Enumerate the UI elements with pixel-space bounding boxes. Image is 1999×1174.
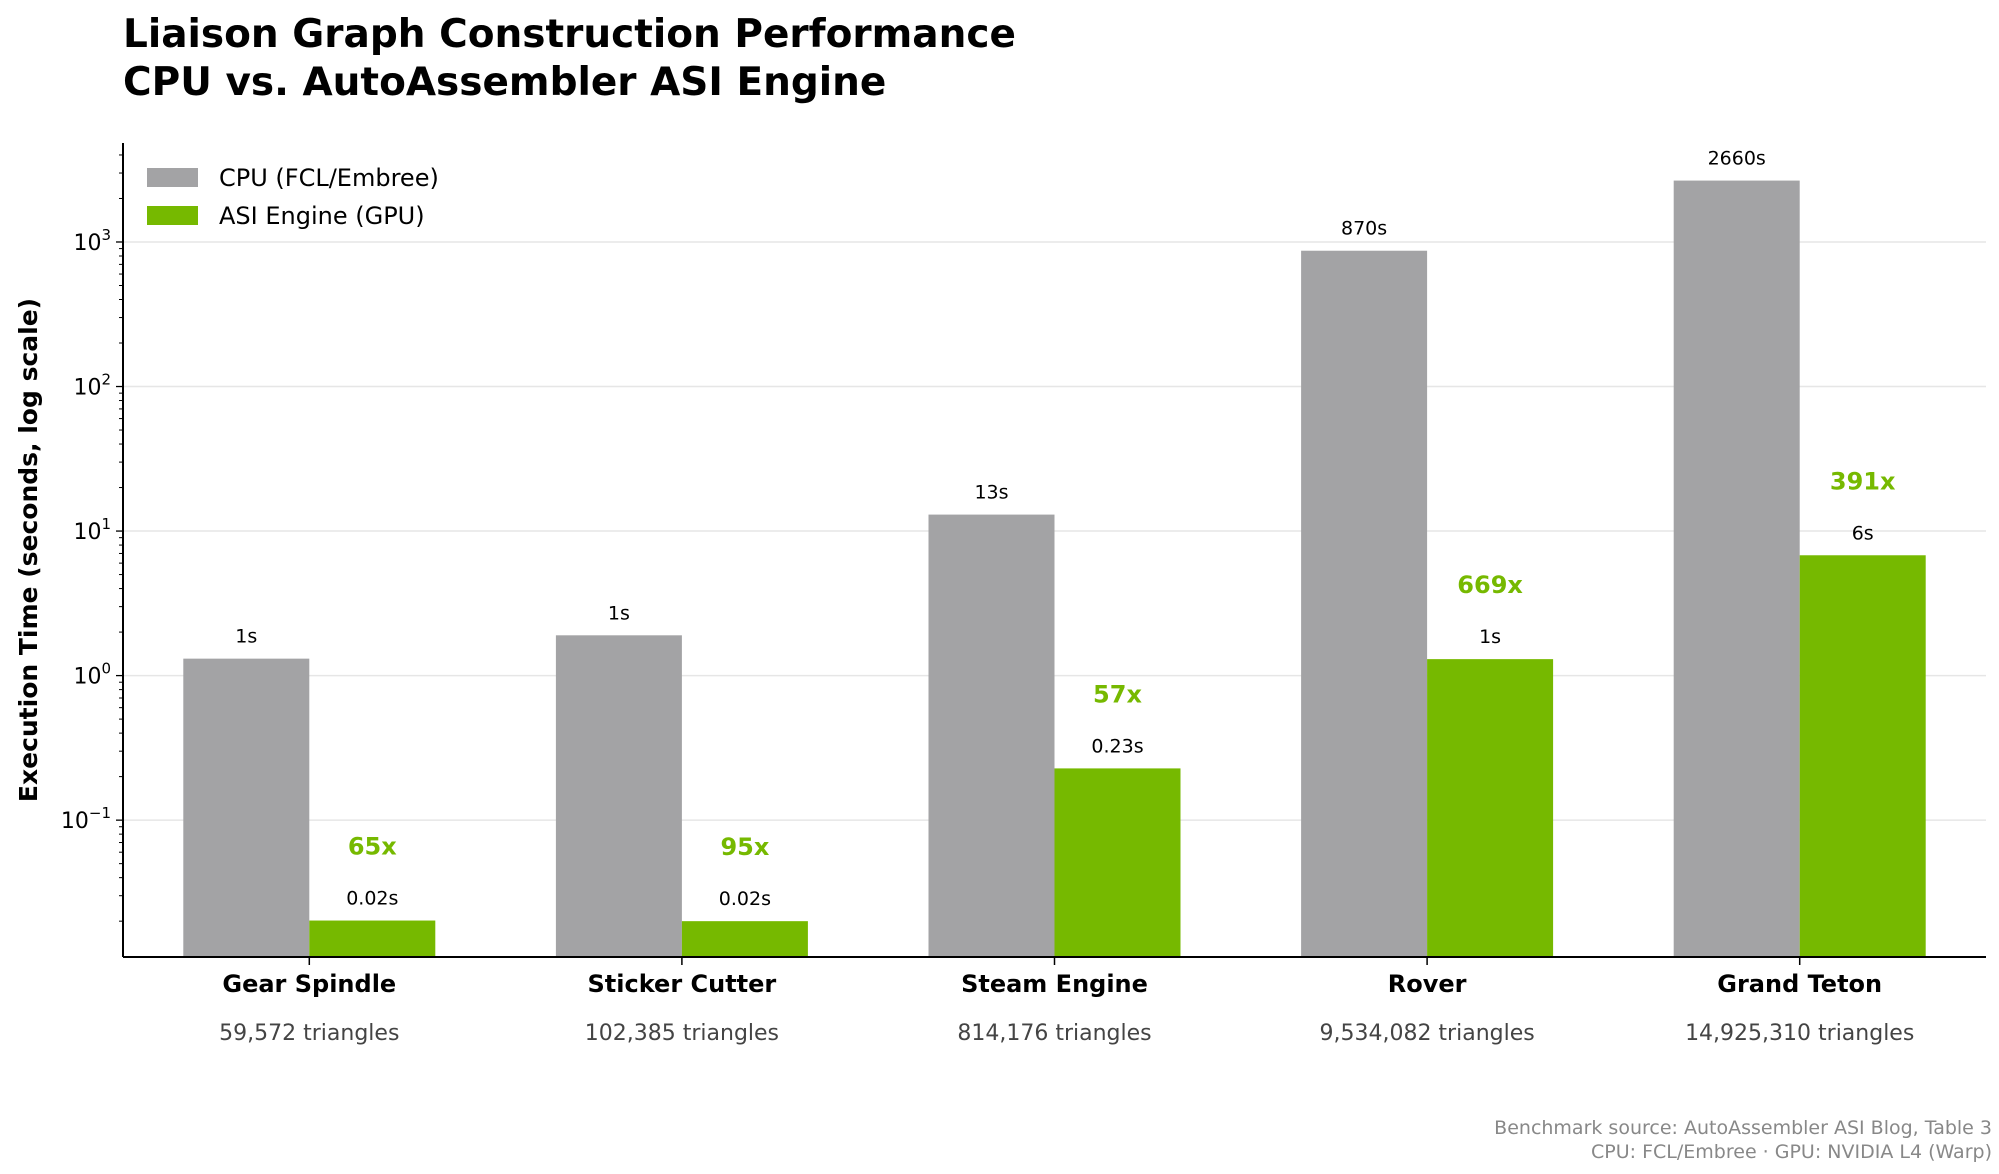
bar-cpu (1673, 180, 1800, 957)
bar-value-label: 0.23s (1091, 735, 1143, 757)
bar-value-label: 1s (235, 626, 257, 648)
legend: CPU (FCL/Embree) ASI Engine (GPU) (147, 164, 439, 230)
bar-gpu (1427, 659, 1554, 957)
footnote-hardware: CPU: FCL/Embree · GPU: NVIDIA L4 (Warp) (1591, 1141, 1992, 1163)
x-tick-label: Rover (1388, 970, 1467, 998)
x-tick-label: Grand Teton (1717, 970, 1882, 998)
speedup-label: 57x (1093, 680, 1142, 708)
legend-label-cpu: CPU (FCL/Embree) (219, 164, 439, 192)
bar-value-label: 0.02s (346, 888, 398, 910)
y-tick-label: 103 (73, 226, 111, 256)
speedup-label: 95x (720, 833, 769, 861)
bar-value-label: 0.02s (719, 888, 771, 910)
x-tick-label: Sticker Cutter (588, 970, 777, 998)
legend-label-gpu: ASI Engine (GPU) (219, 202, 425, 230)
bar-value-label: 870s (1341, 218, 1387, 240)
bar-cpu (555, 635, 682, 957)
chart-title-line-2: CPU vs. AutoAssembler ASI Engine (123, 60, 886, 105)
x-tick-sublabel: 59,572 triangles (219, 1021, 399, 1046)
bar-value-label: 1s (608, 602, 630, 624)
legend-swatch-gpu (147, 206, 198, 225)
bar-gpu (1054, 768, 1181, 957)
x-tick-label: Gear Spindle (222, 970, 396, 998)
x-tick-sublabel: 14,925,310 triangles (1685, 1021, 1914, 1046)
bar-cpu (183, 658, 310, 957)
x-tick-label: Steam Engine (961, 970, 1148, 998)
chart-title-line-1: Liaison Graph Construction Performance (123, 12, 1016, 57)
bar-value-label: 6s (1852, 522, 1874, 544)
bar-cpu (928, 514, 1055, 957)
bar-value-label: 2660s (1708, 148, 1766, 170)
bar-gpu (681, 921, 808, 957)
bar-gpu (309, 920, 436, 957)
x-tick-sublabel: 9,534,082 triangles (1319, 1021, 1534, 1046)
bar-value-label: 13s (974, 482, 1008, 504)
speedup-label: 391x (1830, 467, 1896, 495)
bar-cpu (1301, 250, 1428, 958)
y-tick-label: 100 (73, 660, 111, 690)
footnote-source: Benchmark source: AutoAssembler ASI Blog… (1494, 1117, 1992, 1139)
x-tick-sublabel: 814,176 triangles (957, 1021, 1151, 1046)
y-tick-label: 101 (73, 515, 111, 545)
bar-value-label: 1s (1479, 626, 1501, 648)
y-tick-label: 102 (73, 371, 111, 401)
x-tick-sublabel: 102,385 triangles (585, 1021, 779, 1046)
speedup-label: 65x (348, 833, 397, 861)
y-tick-label: 10−1 (61, 804, 111, 834)
bar-gpu (1799, 555, 1926, 957)
legend-swatch-cpu (147, 168, 198, 187)
speedup-label: 669x (1457, 571, 1523, 599)
bars: 1s 0.02s 65x 1s 0.02s 95x 13s 0.23s 57x 870s 1s 669… (183, 148, 1926, 958)
y-axis-label: Execution Time (seconds, log scale) (14, 298, 43, 802)
axes: 10−1 100 101 102 103 Gear Spindle 59,572 trian… (61, 143, 1986, 1046)
